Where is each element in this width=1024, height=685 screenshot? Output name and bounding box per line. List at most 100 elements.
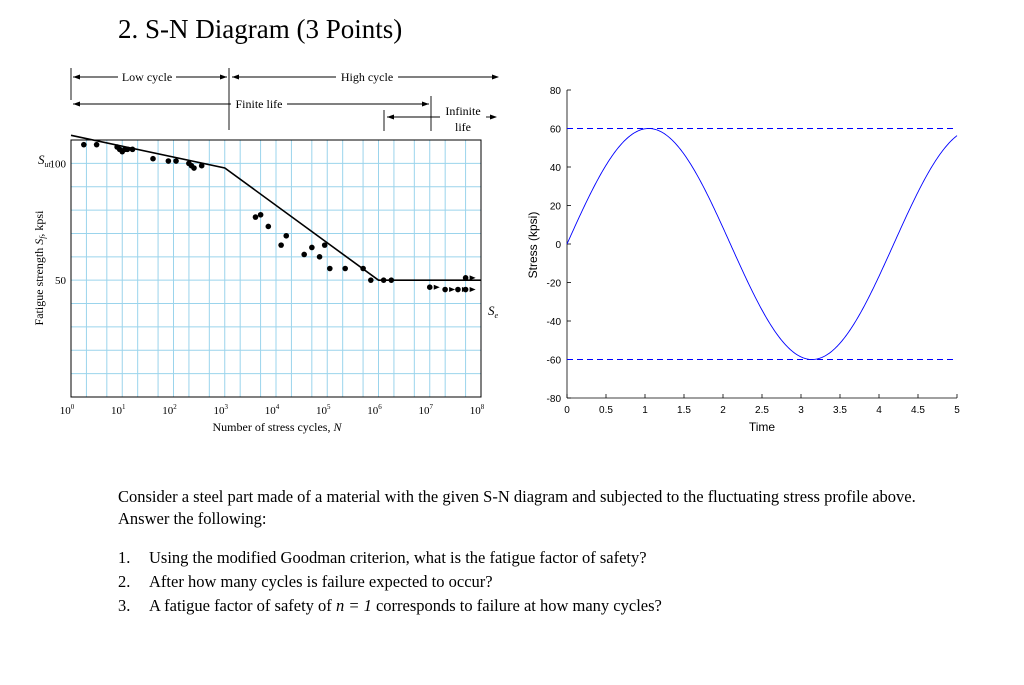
sn-data-point bbox=[360, 265, 366, 272]
sn-x-tick-label: 105 bbox=[316, 403, 331, 417]
question-1-text: Using the modified Goodman criterion, wh… bbox=[149, 548, 647, 567]
sn-data-point bbox=[81, 141, 87, 148]
question-1-number: 1. bbox=[118, 548, 131, 567]
sn-y-axis-label: Fatigue strength Sf, kpsi bbox=[32, 210, 47, 326]
sn-curve-layer bbox=[70, 134, 481, 281]
stress-y-tick-label: 40 bbox=[550, 163, 562, 174]
question-3: 3. A fatigue factor of safety of n = 1 c… bbox=[118, 594, 662, 618]
stress-y-tick-label: -60 bbox=[547, 356, 562, 367]
sn-data-point bbox=[124, 146, 131, 153]
sn-data-point bbox=[442, 286, 448, 293]
se-label: Se bbox=[488, 303, 499, 320]
stress-x-ticks: 0 0.5 1 1.5 2 2.5 3 3.5 4 4.5 5 bbox=[564, 394, 960, 416]
sn-data-point bbox=[278, 242, 284, 248]
question-2-number: 2. bbox=[118, 572, 131, 591]
sn-runout-arrows bbox=[433, 275, 476, 293]
stress-y-axis-label: Stress (kpsi) bbox=[526, 212, 540, 279]
question-1: 1. Using the modified Goodman criterion,… bbox=[118, 546, 662, 570]
sn-runout-arrow bbox=[449, 287, 456, 293]
infinite-life-label-line2: life bbox=[455, 120, 471, 134]
sn-diagram: Low cycle High cycle Finite life Infinit… bbox=[32, 68, 499, 434]
sn-data-point bbox=[257, 211, 264, 218]
stress-x-tick-label: 1 bbox=[642, 405, 648, 416]
sn-data-point bbox=[93, 141, 100, 148]
math-n-equals-1: n = 1 bbox=[335, 596, 372, 615]
stress-y-tick-label: 60 bbox=[550, 125, 562, 136]
stress-y-tick-label: -40 bbox=[547, 317, 562, 328]
stress-y-ticks: 80 60 40 20 0 -20 -40 -60 -80 bbox=[547, 86, 571, 405]
stress-x-tick-label: 1.5 bbox=[677, 405, 691, 416]
sn-data-point bbox=[342, 265, 348, 272]
problem-intro-text: Consider a steel part made of a material… bbox=[118, 487, 916, 528]
sn-data-point bbox=[455, 286, 461, 293]
stress-reference-lines bbox=[567, 128, 957, 360]
sn-data-point bbox=[150, 155, 156, 162]
sn-x-tick-label: 106 bbox=[367, 403, 382, 417]
sn-data-point bbox=[188, 162, 195, 169]
question-list: 1. Using the modified Goodman criterion,… bbox=[118, 546, 662, 618]
sn-runout-arrow bbox=[433, 284, 440, 290]
sn-x-tick-label: 103 bbox=[214, 403, 229, 417]
sn-runout-arrow bbox=[469, 275, 476, 281]
sn-data-point bbox=[165, 158, 172, 164]
question-3-text: A fatigue factor of safety of n = 1 corr… bbox=[149, 596, 662, 615]
stress-x-axis-label: Time bbox=[749, 420, 776, 434]
sn-data-point bbox=[426, 284, 433, 290]
stress-x-tick-label: 4.5 bbox=[911, 405, 925, 416]
sn-data-point bbox=[198, 162, 205, 169]
stress-y-tick-label: 20 bbox=[550, 202, 562, 213]
sn-data-point bbox=[316, 254, 323, 260]
sn-data-point bbox=[368, 277, 374, 283]
problem-intro: Consider a steel part made of a material… bbox=[118, 486, 938, 530]
sn-data-point bbox=[301, 251, 307, 258]
section-title: 2. S-N Diagram (3 Points) bbox=[118, 14, 403, 44]
sn-x-tick-labels: 100 101 102 103 104 105 106 107 108 bbox=[60, 403, 485, 417]
sn-curve-line bbox=[70, 134, 481, 281]
sn-data-point bbox=[265, 223, 272, 230]
stress-y-tick-label: 80 bbox=[550, 86, 562, 97]
stress-x-tick-label: 4 bbox=[876, 405, 882, 416]
stress-x-tick-label: 3.5 bbox=[833, 405, 847, 416]
stress-x-tick-label: 2 bbox=[720, 405, 726, 416]
low-cycle-label: Low cycle bbox=[122, 70, 172, 84]
sn-runout-arrow bbox=[461, 287, 468, 293]
sn-data-point bbox=[309, 244, 315, 251]
sn-grid bbox=[71, 140, 481, 397]
question-2-text: After how many cycles is failure expecte… bbox=[149, 572, 493, 591]
sn-x-tick-label: 104 bbox=[265, 403, 280, 417]
sn-runout-arrow bbox=[469, 287, 476, 293]
stress-y-tick-label: 0 bbox=[555, 240, 561, 251]
sn-x-tick-label: 107 bbox=[419, 403, 434, 417]
question-2: 2. After how many cycles is failure expe… bbox=[118, 570, 662, 594]
infinite-life-label-line1: Infinite bbox=[445, 104, 480, 118]
sut-label: Sut bbox=[38, 152, 52, 169]
sn-data-point bbox=[388, 277, 395, 283]
sn-y-tick-label: 100 bbox=[50, 158, 67, 170]
sn-data-point bbox=[462, 275, 469, 281]
question-3-number: 3. bbox=[118, 596, 131, 615]
stress-time-plot: 80 60 40 20 0 -20 -40 -60 -80 0 0.5 1 1.5 2 2.5 3 3.5 4 4… bbox=[526, 86, 960, 434]
sn-y-tick-labels: 50 100 bbox=[50, 158, 67, 287]
stress-x-tick-label: 0 bbox=[564, 405, 570, 416]
stress-x-tick-label: 3 bbox=[798, 405, 804, 416]
sn-data-points bbox=[81, 141, 469, 293]
sn-plot-frame bbox=[70, 139, 482, 398]
sn-x-tick-label: 108 bbox=[470, 403, 485, 417]
stress-y-tick-label: -20 bbox=[547, 279, 562, 290]
sn-data-point bbox=[283, 232, 290, 239]
sn-data-point bbox=[380, 277, 387, 283]
sn-x-axis-label: Number of stress cycles, N bbox=[213, 420, 343, 434]
sn-data-point bbox=[129, 146, 136, 153]
sn-data-point bbox=[252, 214, 259, 220]
sn-y-tick-label: 50 bbox=[55, 275, 67, 287]
stress-y-tick-label: -80 bbox=[547, 394, 562, 405]
finite-life-label: Finite life bbox=[236, 97, 283, 111]
stress-x-tick-label: 2.5 bbox=[755, 405, 769, 416]
high-cycle-label: High cycle bbox=[341, 70, 393, 84]
stress-x-tick-label: 0.5 bbox=[599, 405, 613, 416]
stress-x-tick-label: 5 bbox=[954, 405, 960, 416]
sn-x-tick-label: 100 bbox=[60, 403, 75, 417]
sn-data-point bbox=[173, 158, 179, 164]
sn-data-point bbox=[321, 242, 328, 248]
sn-data-point bbox=[327, 265, 333, 272]
